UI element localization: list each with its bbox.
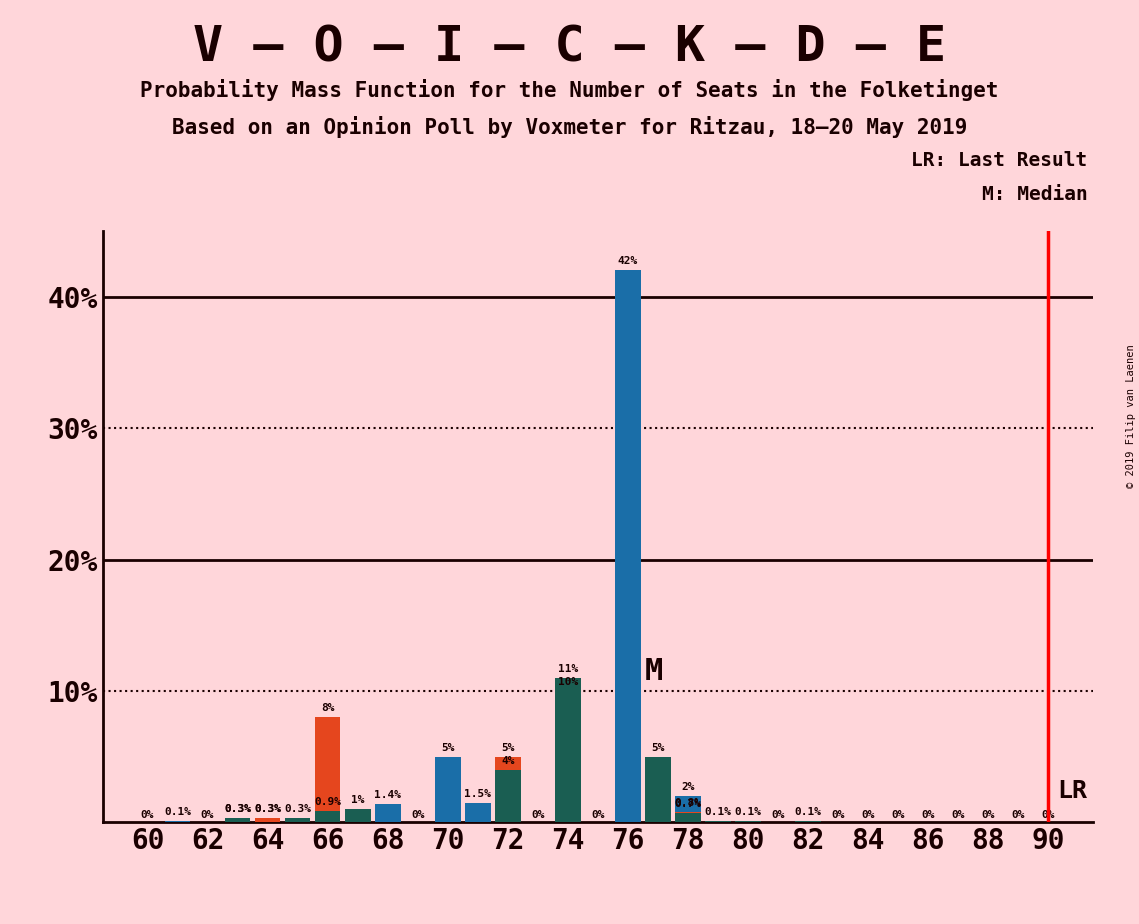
Bar — [555, 678, 581, 822]
Text: 0%: 0% — [591, 810, 605, 821]
Text: 0%: 0% — [771, 810, 785, 821]
Text: 0%: 0% — [921, 810, 935, 821]
Text: 0.1%: 0.1% — [735, 807, 762, 817]
Bar — [675, 796, 700, 822]
Text: 11%: 11% — [558, 663, 579, 674]
Text: 0%: 0% — [531, 810, 544, 821]
Text: 0.9%: 0.9% — [314, 796, 342, 807]
Text: 0%: 0% — [951, 810, 965, 821]
Bar — [224, 819, 251, 822]
Bar — [495, 757, 521, 822]
Text: 0.3%: 0.3% — [224, 805, 251, 814]
Text: 0.7%: 0.7% — [674, 799, 702, 809]
Text: 0%: 0% — [982, 810, 995, 821]
Text: 0.8%: 0.8% — [674, 798, 702, 808]
Text: 1%: 1% — [351, 796, 364, 806]
Text: 0%: 0% — [1011, 810, 1025, 821]
Text: M: M — [645, 657, 663, 686]
Text: 42%: 42% — [617, 257, 638, 266]
Text: 0%: 0% — [1042, 810, 1055, 821]
Text: LR: LR — [1057, 779, 1088, 803]
Bar — [345, 809, 370, 822]
Text: 1.5%: 1.5% — [465, 789, 491, 798]
Text: M: Median: M: Median — [982, 185, 1088, 204]
Text: 2%: 2% — [681, 782, 695, 792]
Bar — [316, 810, 341, 822]
Bar — [255, 819, 280, 822]
Text: 0.3%: 0.3% — [224, 805, 251, 814]
Text: 1.4%: 1.4% — [375, 790, 401, 800]
Bar — [465, 803, 491, 822]
Bar — [675, 812, 700, 822]
Text: 0%: 0% — [831, 810, 845, 821]
Bar — [646, 757, 671, 822]
Bar — [736, 821, 761, 822]
Text: 0%: 0% — [411, 810, 425, 821]
Text: © 2019 Filip van Laenen: © 2019 Filip van Laenen — [1125, 344, 1136, 488]
Text: 0%: 0% — [861, 810, 875, 821]
Bar — [316, 717, 341, 822]
Text: 0%: 0% — [141, 810, 154, 821]
Text: Probability Mass Function for the Number of Seats in the Folketinget: Probability Mass Function for the Number… — [140, 79, 999, 101]
Bar — [675, 813, 700, 822]
Bar — [255, 819, 280, 822]
Bar — [615, 271, 641, 822]
Text: 5%: 5% — [441, 743, 454, 753]
Bar — [705, 821, 731, 822]
Bar — [795, 821, 821, 822]
Text: 4%: 4% — [501, 756, 515, 766]
Bar — [224, 819, 251, 822]
Text: LR: Last Result: LR: Last Result — [911, 151, 1088, 170]
Text: 0.1%: 0.1% — [164, 807, 191, 817]
Text: 0.1%: 0.1% — [705, 807, 731, 817]
Text: 5%: 5% — [652, 743, 665, 753]
Bar — [285, 819, 311, 822]
Text: 8%: 8% — [321, 703, 335, 713]
Text: 0.3%: 0.3% — [254, 805, 281, 814]
Text: 0.3%: 0.3% — [285, 805, 311, 814]
Bar — [435, 757, 460, 822]
Text: V – O – I – C – K – D – E: V – O – I – C – K – D – E — [192, 23, 947, 71]
Bar — [375, 804, 401, 822]
Text: Based on an Opinion Poll by Voxmeter for Ritzau, 18–20 May 2019: Based on an Opinion Poll by Voxmeter for… — [172, 116, 967, 138]
Text: 0.3%: 0.3% — [254, 805, 281, 814]
Bar — [495, 770, 521, 822]
Text: 10%: 10% — [558, 677, 579, 687]
Text: 0%: 0% — [200, 810, 214, 821]
Bar — [165, 821, 190, 822]
Text: 0%: 0% — [892, 810, 906, 821]
Bar — [555, 691, 581, 822]
Text: 5%: 5% — [501, 743, 515, 753]
Text: 0.1%: 0.1% — [795, 807, 821, 817]
